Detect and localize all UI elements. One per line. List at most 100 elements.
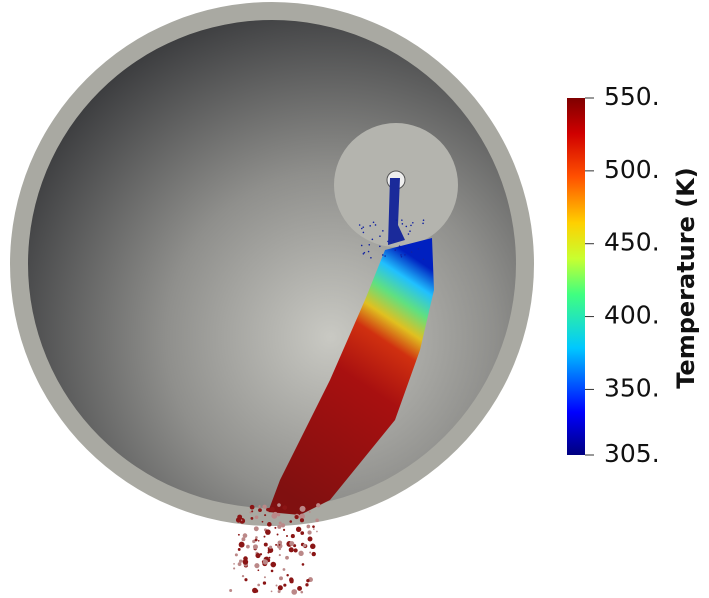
- particle: [266, 508, 269, 511]
- particle: [279, 554, 281, 556]
- particle: [394, 249, 396, 251]
- colorbar-tick-label: 400.: [604, 301, 660, 330]
- particle: [257, 569, 259, 571]
- particle: [277, 503, 281, 507]
- particle: [307, 525, 311, 529]
- particle: [233, 567, 235, 569]
- particle: [305, 583, 308, 586]
- particle: [255, 536, 258, 539]
- particle: [313, 528, 315, 530]
- particle: [267, 522, 272, 527]
- particle: [285, 556, 289, 560]
- particle: [283, 568, 286, 571]
- colorbar-title: Temperature (K): [672, 167, 700, 389]
- particle: [268, 557, 270, 559]
- particle: [412, 222, 414, 224]
- particle: [396, 219, 398, 221]
- particle: [408, 233, 410, 235]
- particle: [404, 254, 406, 256]
- particle: [361, 228, 363, 230]
- particle: [302, 563, 305, 566]
- particle: [274, 527, 276, 529]
- particle: [279, 576, 283, 580]
- colorbar-tick-label: 550.: [604, 82, 660, 111]
- particle: [316, 531, 318, 533]
- colorbar: [567, 98, 585, 455]
- particle: [263, 581, 266, 584]
- particle: [252, 588, 257, 593]
- particle: [297, 586, 302, 591]
- particle: [369, 225, 371, 227]
- particle: [300, 518, 304, 522]
- particle: [423, 259, 425, 261]
- particle: [399, 245, 401, 247]
- particle: [277, 534, 279, 536]
- particle: [379, 235, 381, 237]
- particle: [276, 584, 278, 586]
- particle: [363, 232, 365, 234]
- particle: [254, 526, 259, 531]
- particle: [379, 246, 381, 248]
- particle: [246, 545, 250, 549]
- particle: [254, 563, 259, 568]
- particle: [255, 515, 259, 519]
- particle: [238, 548, 241, 551]
- particle: [299, 513, 305, 519]
- particle: [384, 255, 386, 257]
- particle: [411, 251, 413, 253]
- particle: [275, 544, 277, 546]
- particle: [239, 542, 245, 548]
- particle: [271, 590, 273, 592]
- particle: [286, 535, 288, 537]
- particle: [263, 559, 268, 564]
- particle: [264, 576, 266, 578]
- particle: [278, 590, 281, 593]
- particle: [242, 575, 244, 577]
- particle: [255, 538, 258, 541]
- colorbar-ticks: 550. 500. 450. 400. 350. 305.: [585, 82, 660, 468]
- particle: [418, 248, 420, 250]
- particle: [401, 219, 403, 221]
- particle: [372, 239, 374, 241]
- particle: [400, 254, 402, 256]
- particle: [307, 530, 311, 534]
- particle: [423, 219, 425, 221]
- colorbar-tick-label: 500.: [604, 155, 660, 184]
- particle: [279, 522, 282, 525]
- particle: [294, 548, 298, 552]
- particle: [258, 505, 260, 507]
- particle: [310, 544, 315, 549]
- particle: [264, 536, 266, 538]
- particle: [289, 520, 292, 523]
- particle: [277, 525, 281, 529]
- particle: [289, 547, 294, 552]
- colorbar-tick-label: 450.: [604, 228, 660, 257]
- particle: [273, 512, 278, 517]
- particle: [298, 551, 303, 556]
- particle: [382, 230, 384, 232]
- particle: [270, 507, 275, 512]
- particle: [405, 226, 407, 228]
- particle: [312, 525, 315, 528]
- particle: [237, 515, 242, 520]
- particle: [306, 579, 309, 582]
- particle: [238, 534, 240, 536]
- particle: [309, 511, 311, 513]
- particle: [387, 241, 389, 243]
- particle: [375, 224, 377, 226]
- particle: [296, 527, 301, 532]
- particle: [251, 517, 254, 520]
- particle: [258, 540, 260, 542]
- particle: [316, 503, 320, 507]
- particle: [303, 544, 307, 548]
- particle: [368, 251, 370, 253]
- particle: [402, 223, 404, 225]
- particle: [229, 589, 232, 592]
- particle: [281, 523, 285, 527]
- particle: [243, 533, 248, 538]
- particle: [286, 574, 288, 576]
- color-legend: 550. 500. 450. 400. 350. 305. Temperature (K): [567, 82, 700, 468]
- particle: [291, 534, 295, 538]
- colorbar-tick-label: 350.: [604, 373, 660, 402]
- colorbar-tick-label: 305.: [604, 439, 660, 468]
